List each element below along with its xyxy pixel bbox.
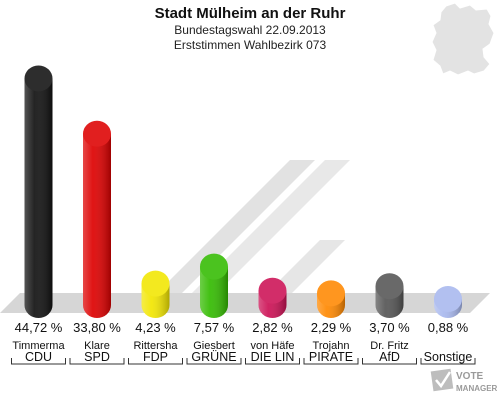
bar-cap-highlight xyxy=(375,273,404,300)
chart-subtitle-2: Erststimmen Wahlbezirk 073 xyxy=(174,38,327,52)
candidate-label-fdp: Rittersha xyxy=(133,340,178,352)
bar-cdu xyxy=(24,65,53,319)
bar-pirate xyxy=(317,280,345,318)
bar-cap xyxy=(434,286,462,312)
value-label-pirate: 2,29 % xyxy=(311,320,352,335)
bar-cap xyxy=(375,273,404,300)
bar-cap-highlight xyxy=(434,286,462,312)
bar-shading xyxy=(24,78,53,319)
bar-die-lin xyxy=(258,277,287,319)
svg-text:VOTE: VOTE xyxy=(456,371,484,382)
bar-cap xyxy=(200,253,228,280)
bar-cap xyxy=(141,270,170,297)
bar-shading xyxy=(83,133,111,318)
bar-sonstige xyxy=(434,286,462,318)
chart-title: Stadt Mülheim an der Ruhr xyxy=(155,5,346,22)
bar-cap-highlight xyxy=(141,270,170,297)
party-label-cdu: CDU xyxy=(25,350,52,364)
candidate-label-spd: Klare xyxy=(84,340,110,352)
bar-cap-highlight xyxy=(200,253,228,280)
bar-cap xyxy=(83,120,111,147)
bars-group xyxy=(24,65,462,319)
value-label-sonstige: 0,88 % xyxy=(428,320,469,335)
value-label-spd: 33,80 % xyxy=(73,320,121,335)
value-label-cdu: 44,72 % xyxy=(15,320,63,335)
party-label-pirate: PIRATE xyxy=(309,350,353,364)
candidate-label-cdu: Timmerma xyxy=(12,340,65,352)
bar-cap xyxy=(258,277,287,304)
label-bracket xyxy=(245,358,300,365)
bar-cap-highlight xyxy=(258,277,287,304)
bar-gr-ne xyxy=(200,253,228,318)
value-label-gr-ne: 7,57 % xyxy=(194,320,235,335)
chart-floor xyxy=(0,293,490,313)
bar-cap-highlight xyxy=(24,65,53,92)
label-bracket xyxy=(11,358,66,365)
label-bracket xyxy=(186,358,242,365)
bar-cap xyxy=(24,65,53,92)
party-label-spd: SPD xyxy=(84,350,110,364)
party-label-afd: AfD xyxy=(379,350,400,364)
party-label-sonstige: Sonstige xyxy=(424,350,473,364)
chart-subtitle-1: Bundestagswahl 22.09.2013 xyxy=(174,23,326,37)
germany-map-icon xyxy=(431,2,495,76)
candidate-label-gr-ne: Giesbert xyxy=(193,340,235,352)
label-bracket xyxy=(69,358,125,365)
bar-cap-highlight xyxy=(83,120,111,147)
value-label-afd: 3,70 % xyxy=(369,320,410,335)
candidate-label-afd: Dr. Fritz xyxy=(370,340,409,352)
candidate-label-die-lin: von Häfe xyxy=(250,340,294,352)
value-label-fdp: 4,23 % xyxy=(135,320,176,335)
bar-cap xyxy=(317,280,345,307)
bar-spd xyxy=(83,120,111,318)
party-label-fdp: FDP xyxy=(143,350,168,364)
bar-afd xyxy=(375,273,404,319)
bar-shading xyxy=(200,266,228,318)
bar-cap-highlight xyxy=(317,280,345,307)
votemanager-logo: VOTE MANAGER xyxy=(430,368,498,393)
label-bracket xyxy=(420,358,476,365)
label-bracket xyxy=(303,358,359,365)
label-bracket xyxy=(362,358,417,365)
value-label-die-lin: 2,82 % xyxy=(252,320,293,335)
party-label-gr-ne: GRÜNE xyxy=(191,350,236,364)
svg-text:MANAGER: MANAGER xyxy=(456,384,498,393)
candidate-label-pirate: Trojahn xyxy=(313,340,350,352)
value-labels: 44,72 % 33,80 % 4,23 % 7,57 % 2,82 % 2,29 % 3,… xyxy=(15,320,469,335)
party-label-die-lin: DIE LIN xyxy=(251,350,295,364)
label-bracket xyxy=(128,358,183,365)
bar-fdp xyxy=(141,270,170,319)
background-decoration xyxy=(0,160,490,313)
